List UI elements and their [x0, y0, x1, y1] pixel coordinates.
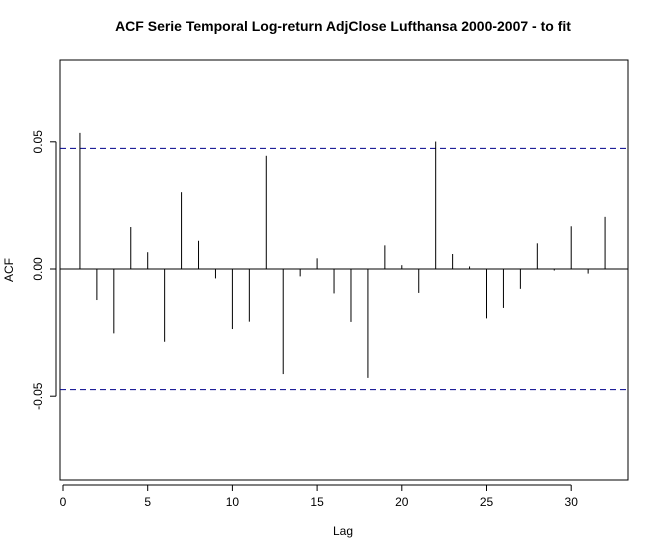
y-axis-label: ACF	[2, 258, 16, 282]
acf-bars	[79, 132, 606, 378]
x-tick-label: 30	[565, 495, 579, 509]
plot-frame	[59, 59, 629, 481]
x-axis: 0 5 10 15 20 25 30	[60, 484, 579, 509]
x-tick-label: 15	[310, 495, 324, 509]
y-axis: -0.05 0.00 0.05	[31, 130, 57, 410]
x-axis-label: Lag	[333, 524, 353, 538]
x-tick-label: 25	[480, 495, 494, 509]
x-tick-label: 5	[144, 495, 151, 509]
x-tick-label: 20	[395, 495, 409, 509]
y-tick-label: -0.05	[31, 382, 45, 410]
x-tick-label: 10	[226, 495, 240, 509]
y-tick-label: 0.05	[31, 130, 45, 154]
x-tick-label: 0	[60, 495, 67, 509]
y-tick-label: 0.00	[31, 257, 45, 281]
chart-title: ACF Serie Temporal Log-return AdjClose L…	[115, 18, 571, 34]
